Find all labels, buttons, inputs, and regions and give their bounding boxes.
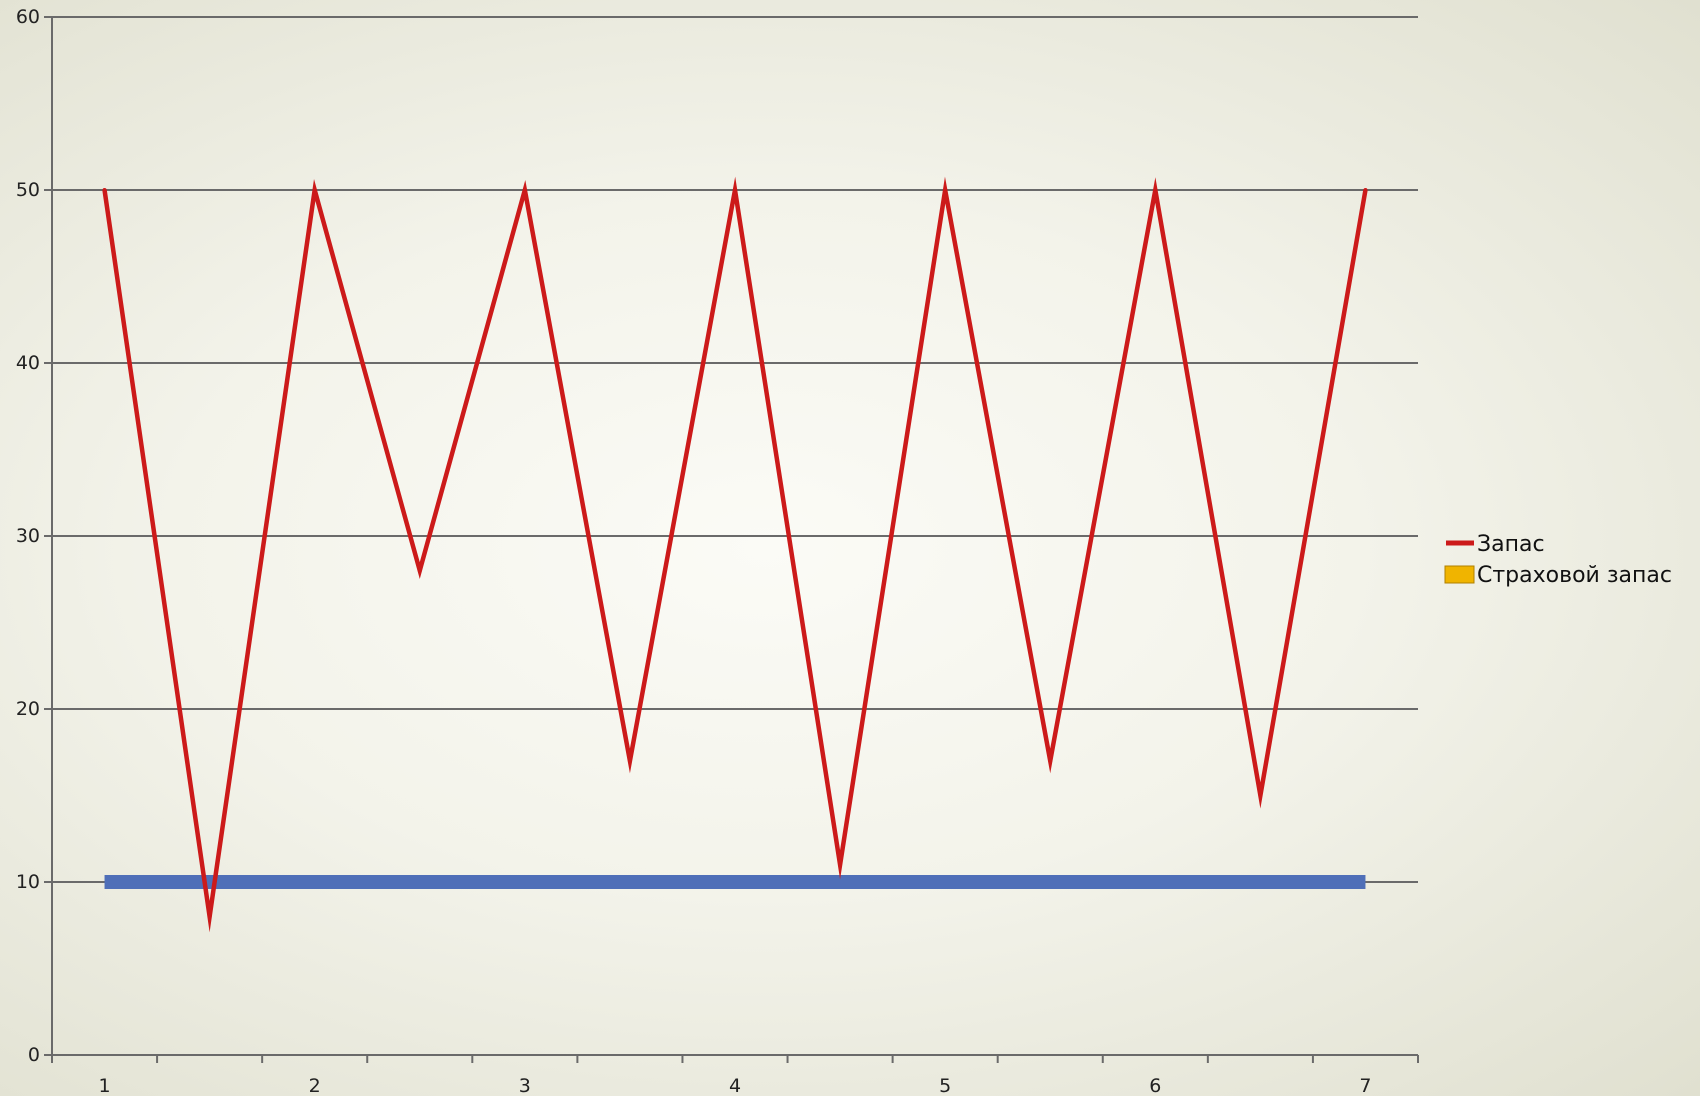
x-tick-label: 5 bbox=[939, 1075, 951, 1096]
legend-swatch-safety-stock bbox=[1444, 565, 1475, 584]
point-zapas bbox=[207, 914, 212, 919]
y-tick-label: 0 bbox=[28, 1044, 40, 1066]
point-zapas bbox=[627, 758, 632, 763]
point-zapas bbox=[733, 188, 737, 192]
point-zapas bbox=[838, 862, 843, 867]
point-zapas bbox=[522, 188, 527, 192]
y-tick-label: 40 bbox=[16, 352, 40, 374]
y-tick-label: 20 bbox=[16, 698, 40, 720]
legend-label-safety-stock: Страховой запас bbox=[1477, 563, 1672, 588]
point-zapas bbox=[417, 568, 422, 573]
x-tick-label: 3 bbox=[519, 1075, 531, 1096]
point-zapas bbox=[312, 188, 317, 192]
point-zapas bbox=[1048, 758, 1053, 763]
point-zapas bbox=[1258, 793, 1263, 798]
x-tick-label: 1 bbox=[98, 1075, 110, 1096]
y-tick-label: 60 bbox=[16, 6, 40, 28]
point-zapas bbox=[1363, 188, 1368, 192]
point-zapas bbox=[102, 188, 107, 192]
y-tick-label: 30 bbox=[16, 525, 40, 547]
series-layer bbox=[102, 176, 1368, 933]
y-tick-label: 50 bbox=[16, 179, 40, 201]
legend-label-zapas: Запас bbox=[1477, 532, 1545, 557]
axes: 0 10 20 30 40 50 60 1 2 3 4 5 6 7 bbox=[16, 6, 1419, 1096]
point-zapas bbox=[1153, 188, 1158, 192]
series-line-zapas bbox=[102, 176, 1368, 933]
gridlines bbox=[52, 16, 1418, 883]
x-tick-label: 4 bbox=[729, 1075, 741, 1096]
point-zapas bbox=[943, 188, 948, 192]
legend: Запас Страховой запас bbox=[1444, 532, 1672, 588]
x-tick-label: 7 bbox=[1359, 1075, 1371, 1096]
y-tick-label: 10 bbox=[16, 871, 40, 893]
x-tick-label: 2 bbox=[309, 1075, 321, 1096]
x-tick-label: 6 bbox=[1149, 1075, 1161, 1096]
